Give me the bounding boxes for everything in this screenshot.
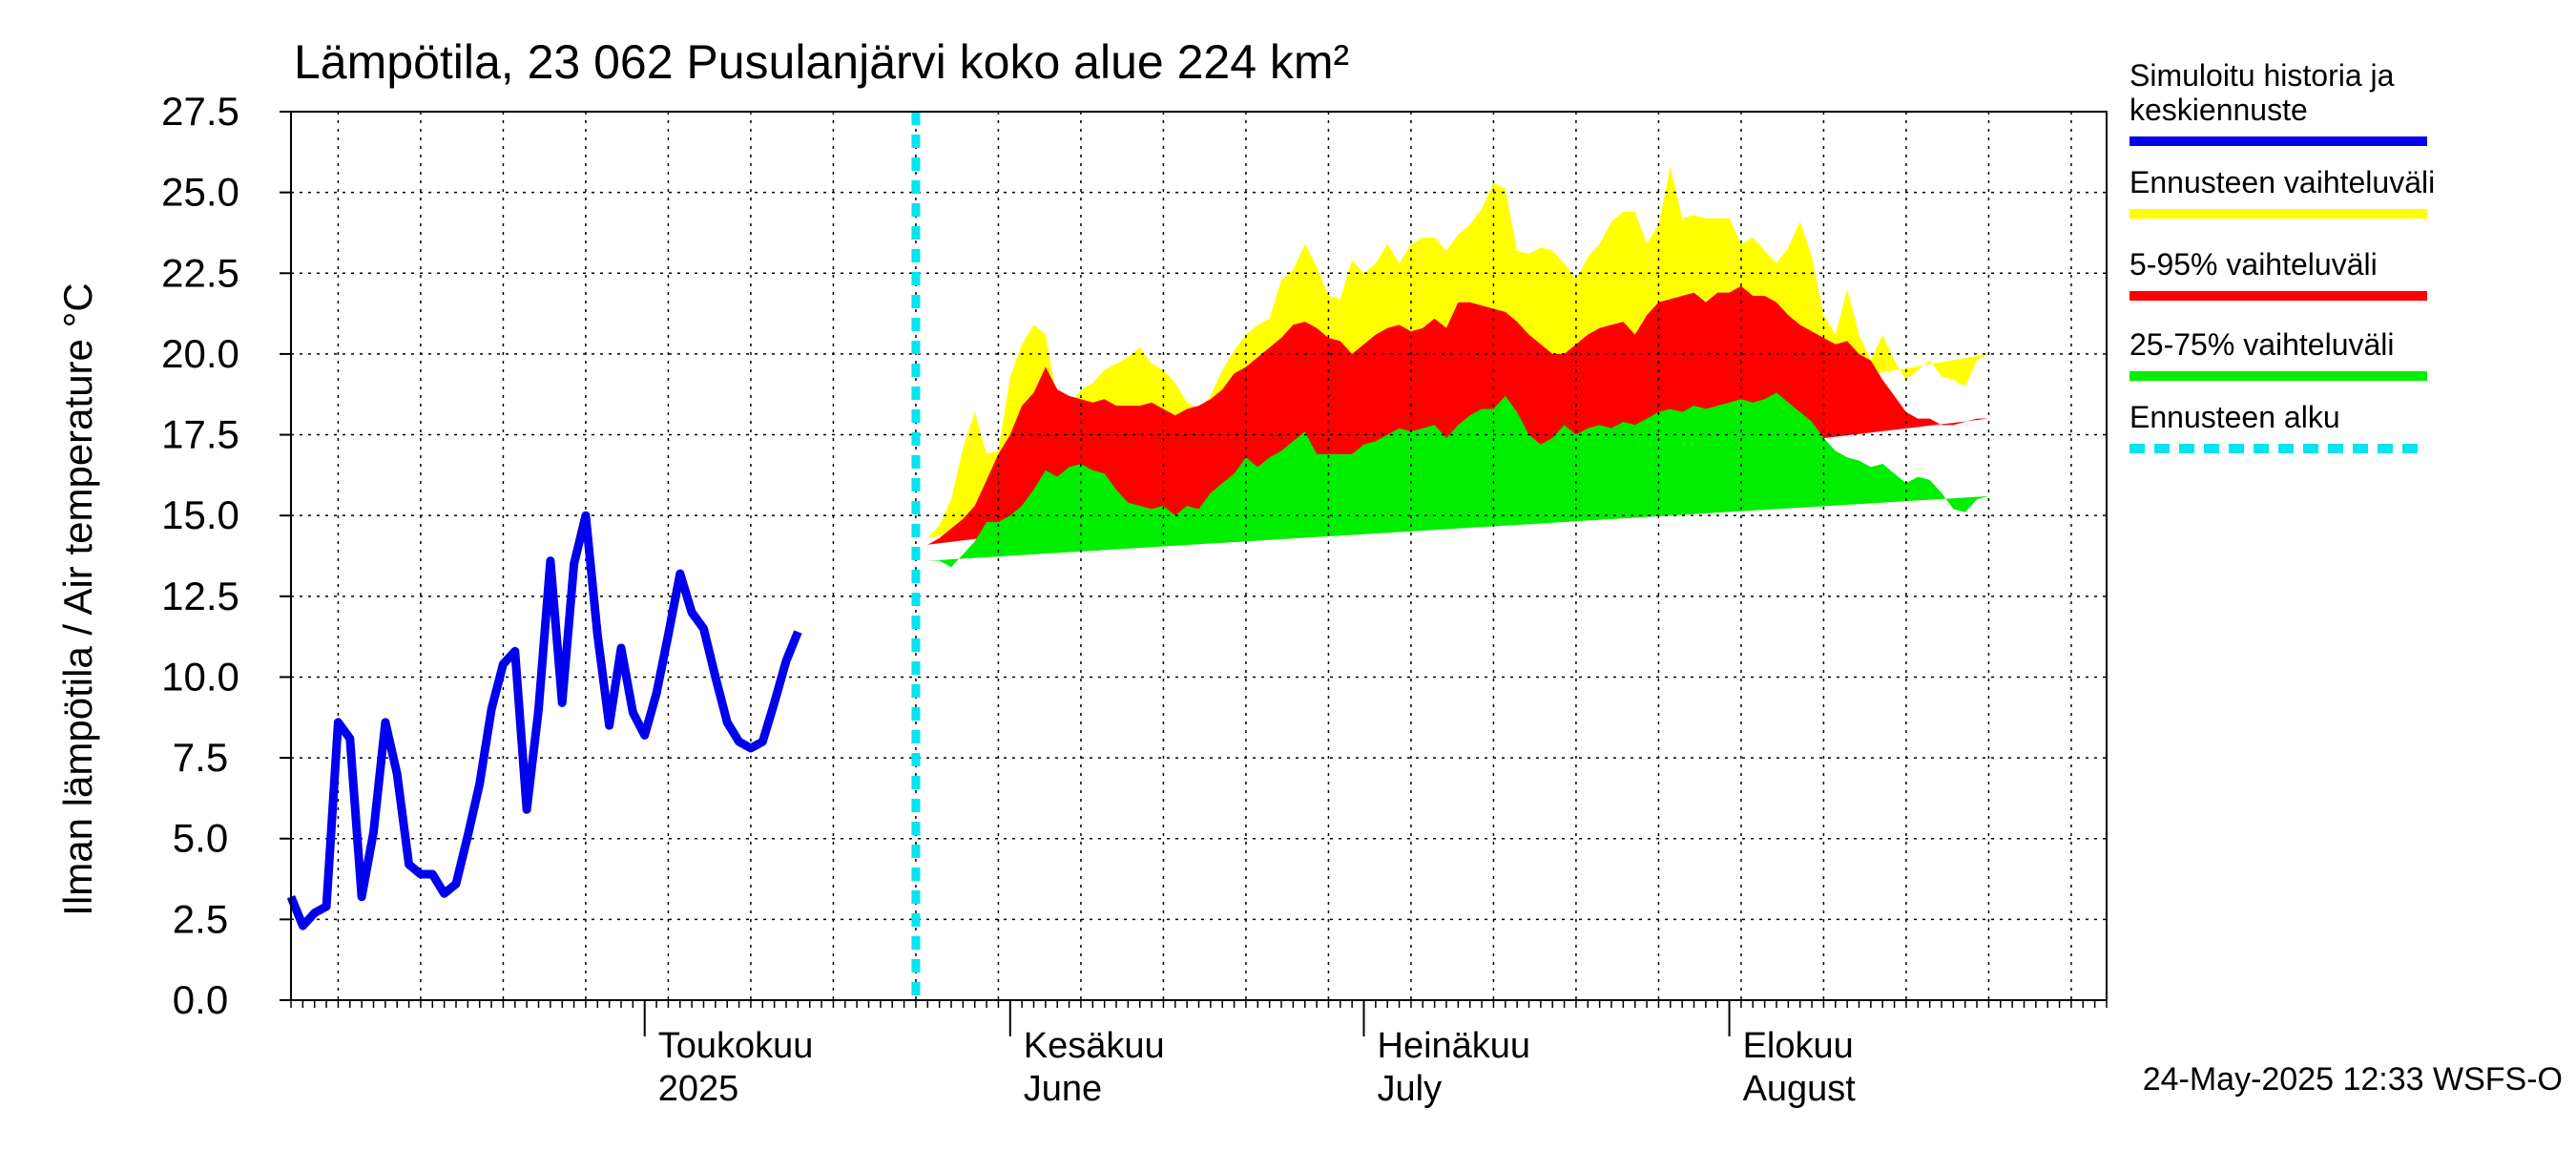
plot-frame (290, 111, 2108, 1001)
chart-title: Lämpötila, 23 062 Pusulanjärvi koko alue… (294, 35, 1349, 89)
y-tick-label-6: 15.0 (161, 492, 239, 537)
y-tick-label-2: 5.0 (173, 816, 228, 861)
month-label-en-0: 2025 (658, 1069, 739, 1109)
y-tick-label-11: 27.5 (161, 89, 239, 134)
month-label-fi-1: Kesäkuu (1024, 1026, 1165, 1066)
legend-label-2: 5-95% vaihteluväli (2129, 247, 2378, 282)
y-tick-label-10: 25.0 (161, 170, 239, 215)
y-tick-label-9: 22.5 (161, 250, 239, 295)
legend-item-2: 5-95% vaihteluväli (2129, 247, 2427, 301)
legend-item-3: 25-75% vaihteluväli (2129, 327, 2427, 381)
y-tick-label-5: 12.5 (161, 574, 239, 618)
legend-label-0: Simuloitu historia ja (2129, 58, 2395, 93)
y-tick-label-7: 17.5 (161, 412, 239, 457)
y-tick-label-4: 10.0 (161, 654, 239, 699)
month-label-fi-0: Toukokuu (658, 1026, 814, 1066)
band-25-75 (927, 392, 1989, 568)
month-label-fi-2: Heinäkuu (1378, 1026, 1531, 1066)
data-lines (286, 112, 921, 1000)
y-tick-label-8: 20.0 (161, 331, 239, 376)
y-tick-label-0: 0.0 (173, 977, 228, 1022)
grid-lines (291, 111, 2107, 1001)
month-label-en-3: August (1743, 1069, 1857, 1109)
y-tick-label-3: 7.5 (173, 735, 228, 780)
legend-label-0-1: keskiennuste (2129, 93, 2308, 127)
band-5-95 (927, 285, 1989, 545)
month-label-en-2: July (1378, 1069, 1443, 1109)
axes: 0.0 2.5 5.0 7.5 10.0 12.5 15.0 17.5 20.0 22.5 25.0… (161, 89, 2108, 1109)
month-label-en-1: June (1024, 1069, 1102, 1109)
month-label-fi-3: Elokuu (1743, 1026, 1854, 1066)
legend-label-3: 25-75% vaihteluväli (2129, 327, 2395, 362)
y-axis-label: Ilman lämpötila / Air temperature °C (55, 282, 100, 915)
history-line (286, 511, 802, 930)
legend-item-4: Ennusteen alku (2129, 400, 2427, 453)
legend-label-1: Ennusteen vaihteluväli (2129, 165, 2435, 199)
legend-label-4: Ennusteen alku (2129, 400, 2340, 434)
legend-item-1: Ennusteen vaihteluväli (2129, 165, 2435, 219)
forecast-bands (927, 166, 1989, 568)
timestamp: 24-May-2025 12:33 WSFS-O (2143, 1061, 2563, 1098)
y-tick-label-1: 2.5 (173, 896, 228, 941)
